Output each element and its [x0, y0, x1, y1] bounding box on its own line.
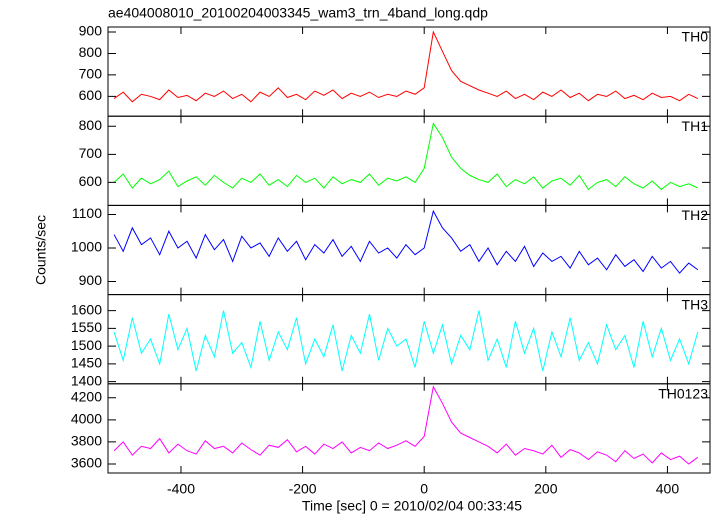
- chart-title: ae404008010_20100204003345_wam3_trn_4ban…: [108, 5, 488, 21]
- y-tick-label: 1550: [71, 319, 102, 335]
- data-line: [113, 310, 699, 372]
- y-tick-label: 4200: [71, 389, 102, 405]
- x-tick-label: -200: [289, 481, 317, 497]
- x-tick-label: -400: [167, 481, 195, 497]
- panel-frame: [107, 26, 711, 117]
- y-tick-label: 1100: [72, 205, 102, 221]
- panel-label: TH0: [682, 29, 709, 45]
- data-line: [113, 209, 699, 274]
- panel-label: TH2: [682, 207, 709, 223]
- y-tick-label: 4000: [71, 411, 102, 427]
- data-line: [113, 30, 699, 103]
- y-tick-label: 1400: [71, 372, 102, 388]
- x-axis-label: Time [sec] 0 = 2010/02/04 00:33:45: [302, 498, 522, 514]
- panel-label: TH0123: [658, 386, 708, 402]
- x-tick-label: 200: [534, 481, 558, 497]
- y-tick-label: 700: [79, 66, 103, 82]
- y-tick-label: 1600: [71, 301, 102, 317]
- y-tick-label: 1500: [71, 337, 102, 353]
- y-tick-label: 600: [79, 87, 103, 103]
- panel-label: TH3: [682, 296, 709, 312]
- y-tick-label: 3600: [71, 455, 102, 471]
- data-line: [113, 385, 699, 465]
- y-tick-label: 3800: [71, 433, 102, 449]
- panel-frame: [107, 115, 711, 206]
- panel-frame: [107, 383, 711, 474]
- y-tick-label: 800: [79, 44, 103, 60]
- x-tick-label: 0: [420, 481, 428, 497]
- y-axis-label: Counts/sec: [33, 215, 49, 285]
- y-tick-label: 700: [79, 145, 103, 161]
- panel-frame: [107, 294, 711, 385]
- y-tick-label: 900: [79, 272, 103, 288]
- y-tick-label: 900: [79, 23, 103, 39]
- panel-label: TH1: [682, 118, 709, 134]
- y-tick-label: 800: [79, 117, 103, 133]
- panel-frame: [107, 204, 711, 296]
- data-line: [113, 122, 699, 191]
- x-tick-label: 400: [656, 481, 680, 497]
- y-tick-label: 600: [79, 173, 103, 189]
- y-tick-label: 1000: [71, 239, 102, 255]
- y-tick-label: 1450: [71, 355, 102, 371]
